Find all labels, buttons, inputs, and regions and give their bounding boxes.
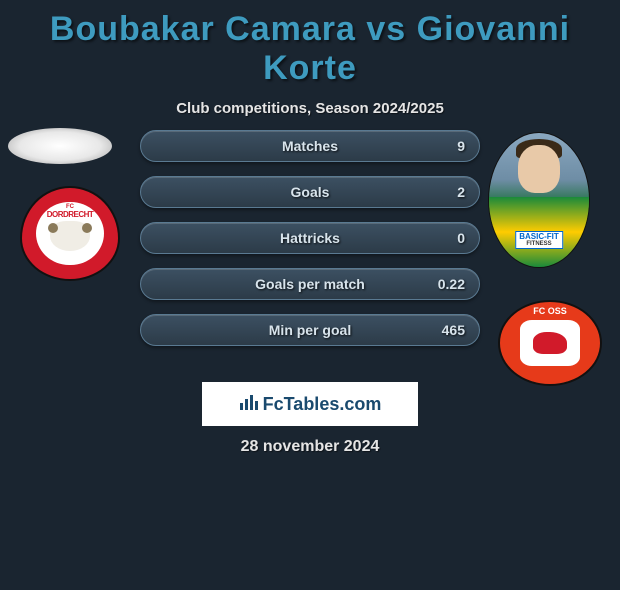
right-club-text: FC OSS — [533, 306, 567, 316]
page-subtitle: Club competitions, Season 2024/2025 — [0, 100, 620, 117]
footer-branding: FcTables.com — [202, 382, 418, 426]
right-logo-inner — [520, 320, 580, 365]
stat-row-min-per-goal: Min per goal 465 — [140, 314, 480, 346]
stat-value-right: 2 — [457, 177, 465, 207]
stat-row-hattricks: Hattricks 0 — [140, 222, 480, 254]
footer-date: 28 november 2024 — [0, 438, 620, 456]
ram-icon — [50, 221, 90, 251]
stat-label: Goals per match — [141, 269, 479, 299]
stat-label: Matches — [141, 131, 479, 161]
shield-inner: FC DORDRECHT — [36, 202, 103, 266]
chart-icon — [239, 393, 259, 416]
stat-value-right: 0 — [457, 223, 465, 253]
left-club-line2: DORDRECHT — [47, 210, 94, 219]
left-player-avatar-placeholder — [8, 128, 112, 164]
stats-container: Matches 9 Goals 2 Hattricks 0 Goals per … — [140, 130, 480, 360]
head-icon — [518, 145, 560, 193]
jersey-sponsor: BASIC-FIT FITNESS — [515, 231, 563, 249]
stat-row-goals: Goals 2 — [140, 176, 480, 208]
stat-label: Goals — [141, 177, 479, 207]
stat-row-matches: Matches 9 — [140, 130, 480, 162]
stat-value-right: 9 — [457, 131, 465, 161]
footer-site-label: FcTables.com — [263, 394, 382, 415]
boar-icon — [533, 332, 567, 354]
left-club-logo: FC DORDRECHT — [20, 186, 120, 281]
sponsor-line2: FITNESS — [519, 241, 559, 247]
stat-row-goals-per-match: Goals per match 0.22 — [140, 268, 480, 300]
stat-label: Hattricks — [141, 223, 479, 253]
right-club-logo: FC OSS — [498, 300, 602, 386]
sponsor-line1: BASIC-FIT — [519, 232, 559, 241]
right-player-avatar: BASIC-FIT FITNESS — [488, 132, 590, 268]
page-title: Boubakar Camara vs Giovanni Korte — [0, 10, 620, 88]
shield-icon: FC DORDRECHT — [20, 186, 120, 281]
stat-value-right: 0.22 — [438, 269, 465, 299]
stat-label: Min per goal — [141, 315, 479, 345]
stat-value-right: 465 — [442, 315, 465, 345]
